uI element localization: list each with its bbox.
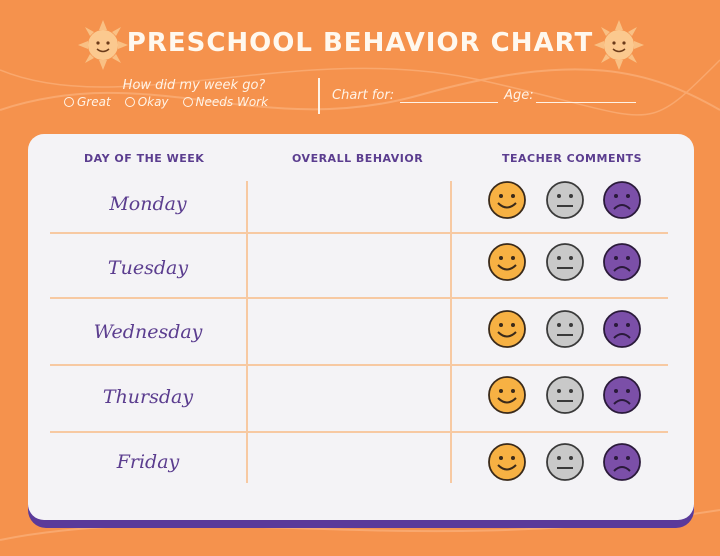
option-label: Great	[77, 95, 111, 109]
option-label: Okay	[137, 95, 169, 109]
sun-icon-left	[78, 20, 128, 70]
week-question: How did my week go?	[122, 78, 266, 93]
column-header-day: DAY OF THE WEEK	[84, 152, 205, 165]
row-divider	[50, 364, 668, 366]
sun-icon-right	[594, 20, 644, 70]
radio-icon[interactable]	[124, 97, 135, 107]
header-divider	[318, 78, 320, 114]
sad-face-icon[interactable]	[602, 442, 642, 482]
neutral-face-icon[interactable]	[545, 442, 585, 482]
neutral-face-icon[interactable]	[545, 309, 585, 349]
rating-options: Great Okay Needs Work	[64, 95, 314, 109]
chart-for-field[interactable]	[400, 90, 499, 103]
day-friday: Friday	[116, 451, 180, 473]
row-divider	[50, 297, 668, 299]
happy-face-icon[interactable]	[487, 309, 527, 349]
age-field[interactable]	[535, 90, 636, 103]
neutral-face-icon[interactable]	[545, 375, 585, 415]
page-title: PRESCHOOL BEHAVIOR CHART	[126, 28, 594, 58]
option-great[interactable]: Great	[64, 95, 111, 109]
sad-face-icon[interactable]	[602, 375, 642, 415]
column-header-behavior: OVERALL BEHAVIOR	[292, 152, 424, 165]
happy-face-icon[interactable]	[487, 242, 527, 282]
happy-face-icon[interactable]	[487, 442, 527, 482]
row-divider	[50, 431, 668, 433]
sad-face-icon[interactable]	[602, 180, 642, 220]
happy-face-icon[interactable]	[487, 375, 527, 415]
day-thursday: Thursday	[102, 386, 194, 408]
sad-face-icon[interactable]	[602, 242, 642, 282]
happy-face-icon[interactable]	[487, 180, 527, 220]
radio-icon[interactable]	[64, 97, 74, 107]
week-rating: How did my week go? Great Okay Needs Wor…	[64, 78, 314, 109]
row-divider	[50, 232, 668, 234]
age-label: Age:	[504, 88, 534, 103]
column-header-comments: TEACHER COMMENTS	[502, 152, 643, 165]
option-needs-work[interactable]: Needs Work	[182, 95, 269, 109]
neutral-face-icon[interactable]	[545, 242, 585, 282]
column-divider	[246, 181, 248, 483]
chart-info: Chart for: Age:	[332, 88, 642, 103]
radio-icon[interactable]	[182, 97, 193, 107]
option-label: Needs Work	[195, 95, 269, 109]
day-tuesday: Tuesday	[107, 257, 189, 279]
column-divider	[450, 181, 452, 483]
day-wednesday: Wednesday	[93, 321, 203, 343]
neutral-face-icon[interactable]	[545, 180, 585, 220]
day-monday: Monday	[109, 193, 187, 215]
option-okay[interactable]: Okay	[124, 95, 169, 109]
chart-for-label: Chart for:	[332, 88, 395, 103]
sad-face-icon[interactable]	[602, 309, 642, 349]
